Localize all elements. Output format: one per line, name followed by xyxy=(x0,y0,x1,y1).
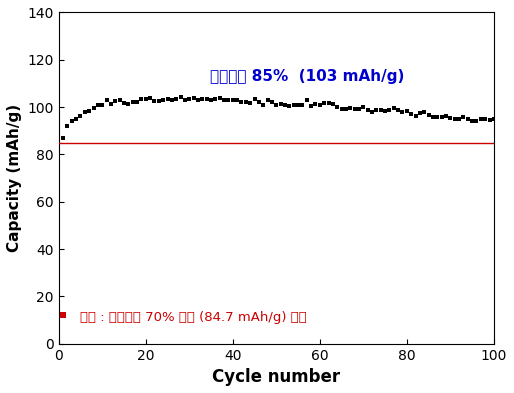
Text: 목표 : 고율특성 70% 이상 (84.7 mAh/g) 달성: 목표 : 고율특성 70% 이상 (84.7 mAh/g) 달성 xyxy=(81,311,307,324)
Y-axis label: Capacity (mAh/g): Capacity (mAh/g) xyxy=(7,104,22,252)
X-axis label: Cycle number: Cycle number xyxy=(212,368,340,386)
Text: 고율특성 85%  (103 mAh/g): 고율특성 85% (103 mAh/g) xyxy=(210,69,404,84)
